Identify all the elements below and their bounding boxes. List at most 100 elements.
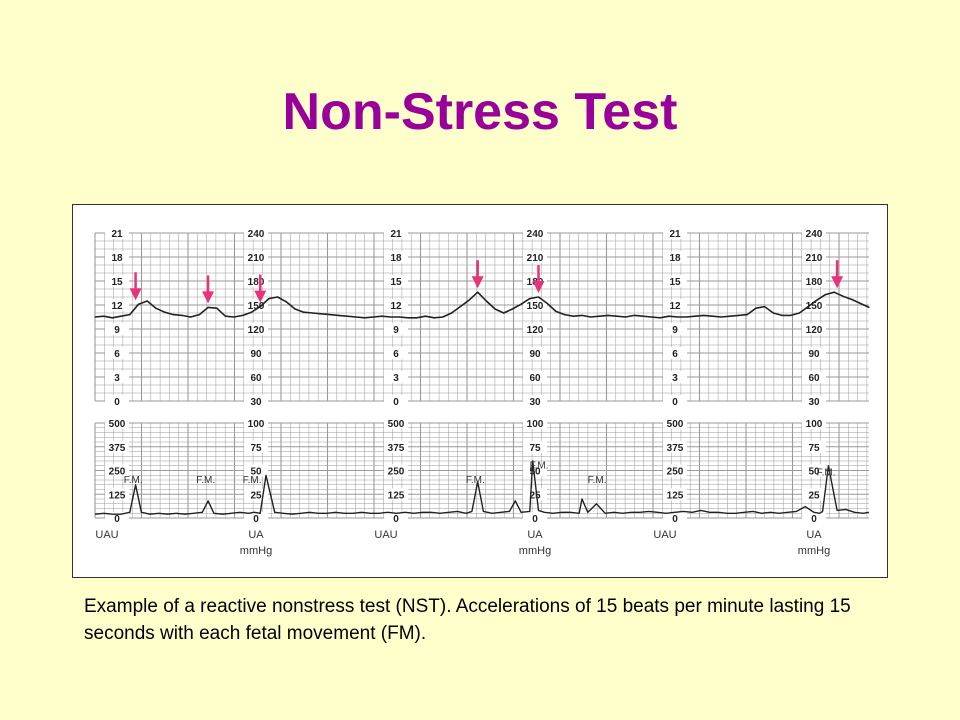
fhr-point [781, 314, 783, 316]
fhr-tick-label: 240 [806, 229, 823, 240]
fhr-point [694, 315, 696, 317]
fhr-point [242, 314, 244, 316]
tick-label-bg [802, 488, 826, 501]
ua-tick-label: 125 [667, 490, 684, 501]
ua-tick-label: 375 [667, 443, 684, 454]
fm-arrow-head [129, 288, 142, 301]
ua-tick-label: 375 [388, 443, 405, 454]
fhr-tick-label: 90 [808, 349, 820, 360]
ua-tick-label: 500 [667, 419, 684, 430]
ua-tick-label: 125 [109, 490, 126, 501]
fhr-tick-label: 210 [527, 253, 544, 264]
fm-arrow-head [254, 290, 267, 303]
tick-label-bg [663, 488, 687, 501]
ua-tick-label: 0 [393, 514, 399, 525]
fhr-point [650, 316, 653, 318]
fhr-point [111, 317, 113, 319]
ua-tick-label: 100 [806, 419, 823, 430]
fm-label: F.M. [817, 467, 836, 478]
fhr-points [94, 291, 870, 319]
fhr-tick-label: 9 [672, 325, 678, 336]
fhr-point [120, 315, 122, 317]
fhr-tick-label: 60 [529, 373, 541, 384]
fhr-tick-label: 30 [808, 397, 820, 408]
fhr-tick-label: 210 [806, 253, 823, 264]
bottom-label: UAU [374, 529, 397, 541]
fhr-point [555, 310, 557, 312]
tick-label-bg [384, 299, 408, 311]
fhr-point [198, 314, 200, 316]
bottom-label: mmHg [240, 545, 272, 557]
ua-tick-label: 250 [667, 467, 684, 478]
ua-tick-label: 0 [532, 514, 538, 525]
fhr-point [146, 300, 148, 302]
fm-label: F.M. [530, 461, 549, 472]
fhr-tick-label: 18 [111, 253, 123, 264]
ua-tick-label: 0 [114, 514, 120, 525]
ua-tick-label: 375 [109, 443, 126, 454]
fhr-point [381, 315, 383, 317]
fhr-point [764, 306, 766, 308]
bottom-label: UA [806, 529, 822, 541]
tick-label-bg [244, 371, 268, 383]
fm-arrows [129, 260, 844, 304]
tick-label-bg [663, 323, 687, 335]
tick-label-bg [802, 440, 826, 453]
tick-label-bg [663, 371, 687, 383]
ua-tick-label: 75 [250, 443, 262, 454]
tick-label-bg [663, 347, 687, 359]
ua-tick-label: 0 [811, 514, 817, 525]
fm-arrow-head [471, 276, 484, 289]
fhr-tick-label: 0 [393, 397, 399, 408]
tick-label-bg [802, 299, 826, 311]
tick-label-bg [384, 395, 408, 407]
fhr-point [407, 317, 409, 319]
tick-label-bg [663, 512, 687, 524]
fhr-point [172, 314, 174, 316]
tick-label-bg [802, 347, 826, 359]
fhr-point [859, 302, 861, 304]
tick-label-bg [384, 512, 408, 524]
ua-tick-label: 50 [808, 467, 820, 478]
ua-tick-label: 25 [529, 490, 541, 501]
fm-label: F.M. [466, 475, 485, 486]
tick-label-bg [384, 251, 408, 263]
fhr-point [294, 308, 296, 310]
tick-label-bg [244, 417, 268, 429]
fhr-point [250, 311, 253, 313]
ua-tick-label: 0 [253, 514, 259, 525]
tick-label-bg [523, 227, 547, 239]
ua-trace [94, 460, 870, 515]
fm-arrow-head [202, 291, 215, 304]
fhr-point [442, 316, 444, 318]
tick-label-bg [384, 275, 408, 287]
fhr-point [546, 302, 548, 304]
fhr-tick-label: 15 [111, 277, 123, 288]
fhr-tick-label: 30 [250, 397, 262, 408]
tick-label-bg [802, 464, 826, 477]
fhr-point [363, 317, 366, 319]
fhr-tick-labels: 2118151296302402101801501209060302118151… [105, 227, 826, 408]
bottom-label: UA [527, 529, 543, 541]
tick-label-bg [105, 395, 129, 407]
fhr-point [503, 312, 505, 314]
fhr-point [816, 299, 818, 301]
fm-labels: F.M. F.M. F.M. F.M. F.M. F.M. F.M. [124, 461, 836, 486]
tick-label-bg [244, 512, 268, 524]
fhr-point [564, 314, 566, 316]
fhr-point [233, 316, 235, 318]
fhr-tick-label: 12 [669, 301, 681, 312]
fhr-point [537, 296, 540, 298]
ua-tick-label: 250 [388, 467, 405, 478]
tick-label-bg [802, 512, 826, 524]
fhr-tick-label: 12 [111, 301, 123, 312]
ua-tick-label: 25 [250, 490, 262, 501]
tick-label-bg [384, 440, 408, 453]
fhr-tick-label: 120 [806, 325, 823, 336]
tick-label-bg [244, 464, 268, 477]
fhr-point [616, 315, 618, 317]
fhr-tick-label: 15 [390, 277, 402, 288]
tick-label-bg [105, 227, 129, 239]
fhr-tick-label: 21 [390, 229, 402, 240]
fhr-point [285, 301, 287, 303]
